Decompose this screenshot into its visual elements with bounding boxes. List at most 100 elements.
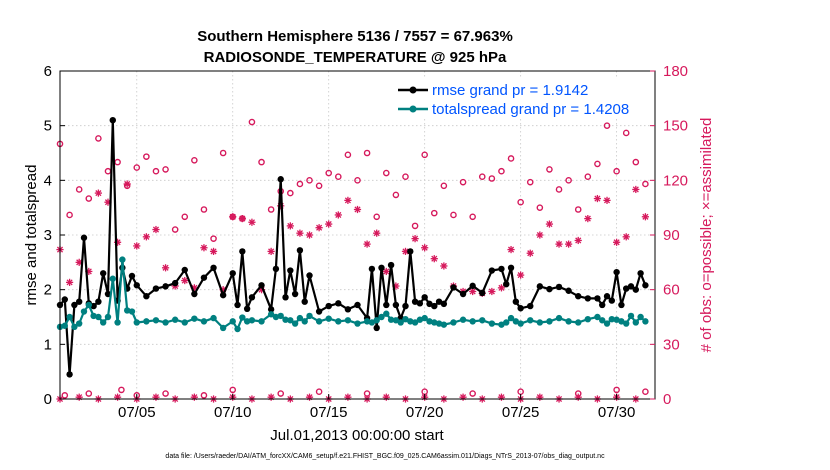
totalspread-point: [411, 319, 419, 326]
obs-assimilated-stroke: [498, 284, 505, 291]
totalspread-point: [637, 313, 644, 321]
y-tick-label-right: 60: [663, 282, 680, 299]
rmse-point: [402, 302, 409, 310]
obs-possible-marker: [296, 180, 304, 188]
obs-assimilated-marker: [344, 393, 352, 401]
obs-possible-marker: [267, 206, 275, 213]
obs-possible-marker: [450, 211, 457, 219]
obs-assimilated-stroke: [402, 248, 409, 255]
obs-assimilated-stroke: [517, 272, 524, 279]
obs-assimilated-stroke: [335, 211, 342, 219]
totalspread-point: [584, 315, 592, 323]
obs-assimilated-marker: [75, 393, 83, 401]
obs-assimilated-marker: [305, 393, 314, 401]
obs-possible-marker: [315, 182, 323, 190]
totalspread-point: [387, 316, 395, 323]
rmse-point: [354, 301, 361, 309]
rmse-point: [133, 282, 140, 289]
obs-possible-marker: [162, 390, 169, 397]
totalspread-point: [162, 319, 169, 326]
totalspread-point: [555, 314, 563, 322]
totalspread-point: [536, 319, 544, 326]
obs-possible-marker: [75, 186, 83, 193]
obs-assimilated-marker: [75, 258, 83, 266]
obs-assimilated-marker: [142, 233, 150, 241]
obs-assimilated-stroke: [546, 221, 553, 228]
rmse-point: [517, 305, 524, 312]
totalspread-point: [378, 313, 385, 321]
obs-possible-marker: [642, 388, 649, 396]
obs-possible-marker: [488, 175, 496, 182]
obs-assimilated-stroke: [507, 246, 515, 253]
totalspread-point: [354, 320, 361, 327]
obs-assimilated-marker: [190, 393, 198, 401]
obs-assimilated-stroke: [95, 190, 102, 197]
x-tick-label: 07/30: [598, 404, 636, 421]
totalspread-point: [459, 316, 467, 323]
obs-possible-marker: [565, 177, 572, 184]
obs-possible-marker: [517, 198, 524, 206]
totalspread-point: [95, 313, 102, 321]
rmse-point: [325, 302, 332, 310]
rmse-point: [498, 265, 505, 273]
obs-possible-marker: [133, 164, 141, 171]
rmse-point: [512, 298, 520, 305]
totalspread-point: [479, 317, 486, 324]
obs-assimilated-marker: [507, 245, 515, 254]
rmse-point: [80, 234, 88, 241]
obs-possible-marker: [325, 169, 333, 177]
totalspread-point: [599, 317, 606, 324]
obs-possible-marker: [143, 153, 150, 160]
obs-assimilated-marker: [363, 240, 371, 248]
rmse-point: [90, 302, 97, 310]
totalspread-point: [431, 319, 438, 326]
rmse-point: [426, 300, 433, 308]
obs-possible-marker: [95, 135, 102, 142]
right-axis-ticks: 0 30 60 90 120 150 180: [650, 63, 688, 408]
totalspread-point: [152, 317, 160, 324]
rmse-point: [291, 290, 299, 298]
rmse-point: [267, 306, 275, 313]
y-tick-label-left: 5: [44, 118, 52, 135]
rmse-point: [210, 264, 217, 271]
totalspread-point: [450, 319, 457, 326]
obs-assimilated-marker: [152, 225, 160, 234]
obs-assimilated-stroke: [527, 250, 534, 257]
totalspread-point: [104, 313, 112, 321]
totalspread-point: [498, 321, 505, 328]
rmse-point: [555, 283, 563, 291]
rmse-point: [613, 268, 620, 276]
totalspread-point: [306, 312, 313, 320]
totalspread-point: [128, 308, 136, 315]
rmse-point: [95, 298, 102, 305]
obs-assimilated-marker: [411, 235, 419, 243]
totalspread-point: [469, 318, 476, 325]
obs-assimilated-stroke: [325, 221, 332, 228]
rmse-point: [627, 283, 635, 290]
rmse-point: [392, 301, 400, 309]
totalspread-point: [296, 314, 304, 322]
totalspread-point: [435, 320, 443, 327]
rmse-point: [191, 290, 198, 298]
totalspread-point: [243, 318, 251, 325]
obs-assimilated-marker: [286, 222, 294, 230]
rmse-point: [546, 285, 553, 293]
obs-assimilated-stroke: [66, 279, 73, 286]
rmse-point: [282, 294, 289, 301]
totalspread-point: [575, 319, 582, 326]
totalspread-point: [200, 318, 208, 325]
x-tick-label: 07/10: [214, 404, 252, 421]
rmse-point: [61, 296, 68, 303]
obs-assimilated-marker: [469, 287, 477, 296]
rmse-point: [128, 272, 136, 280]
totalspread-point: [282, 316, 289, 323]
rmse-point: [536, 283, 544, 290]
rmse-point: [421, 294, 428, 301]
obs-assimilated-marker: [622, 233, 630, 241]
rmse-point: [335, 300, 342, 307]
x-tick-label: 07/15: [310, 404, 348, 421]
obs-assimilated-marker: [200, 244, 208, 252]
rmse-point: [344, 306, 352, 313]
totalspread-point: [248, 317, 256, 324]
obs-possible-marker: [546, 166, 553, 173]
